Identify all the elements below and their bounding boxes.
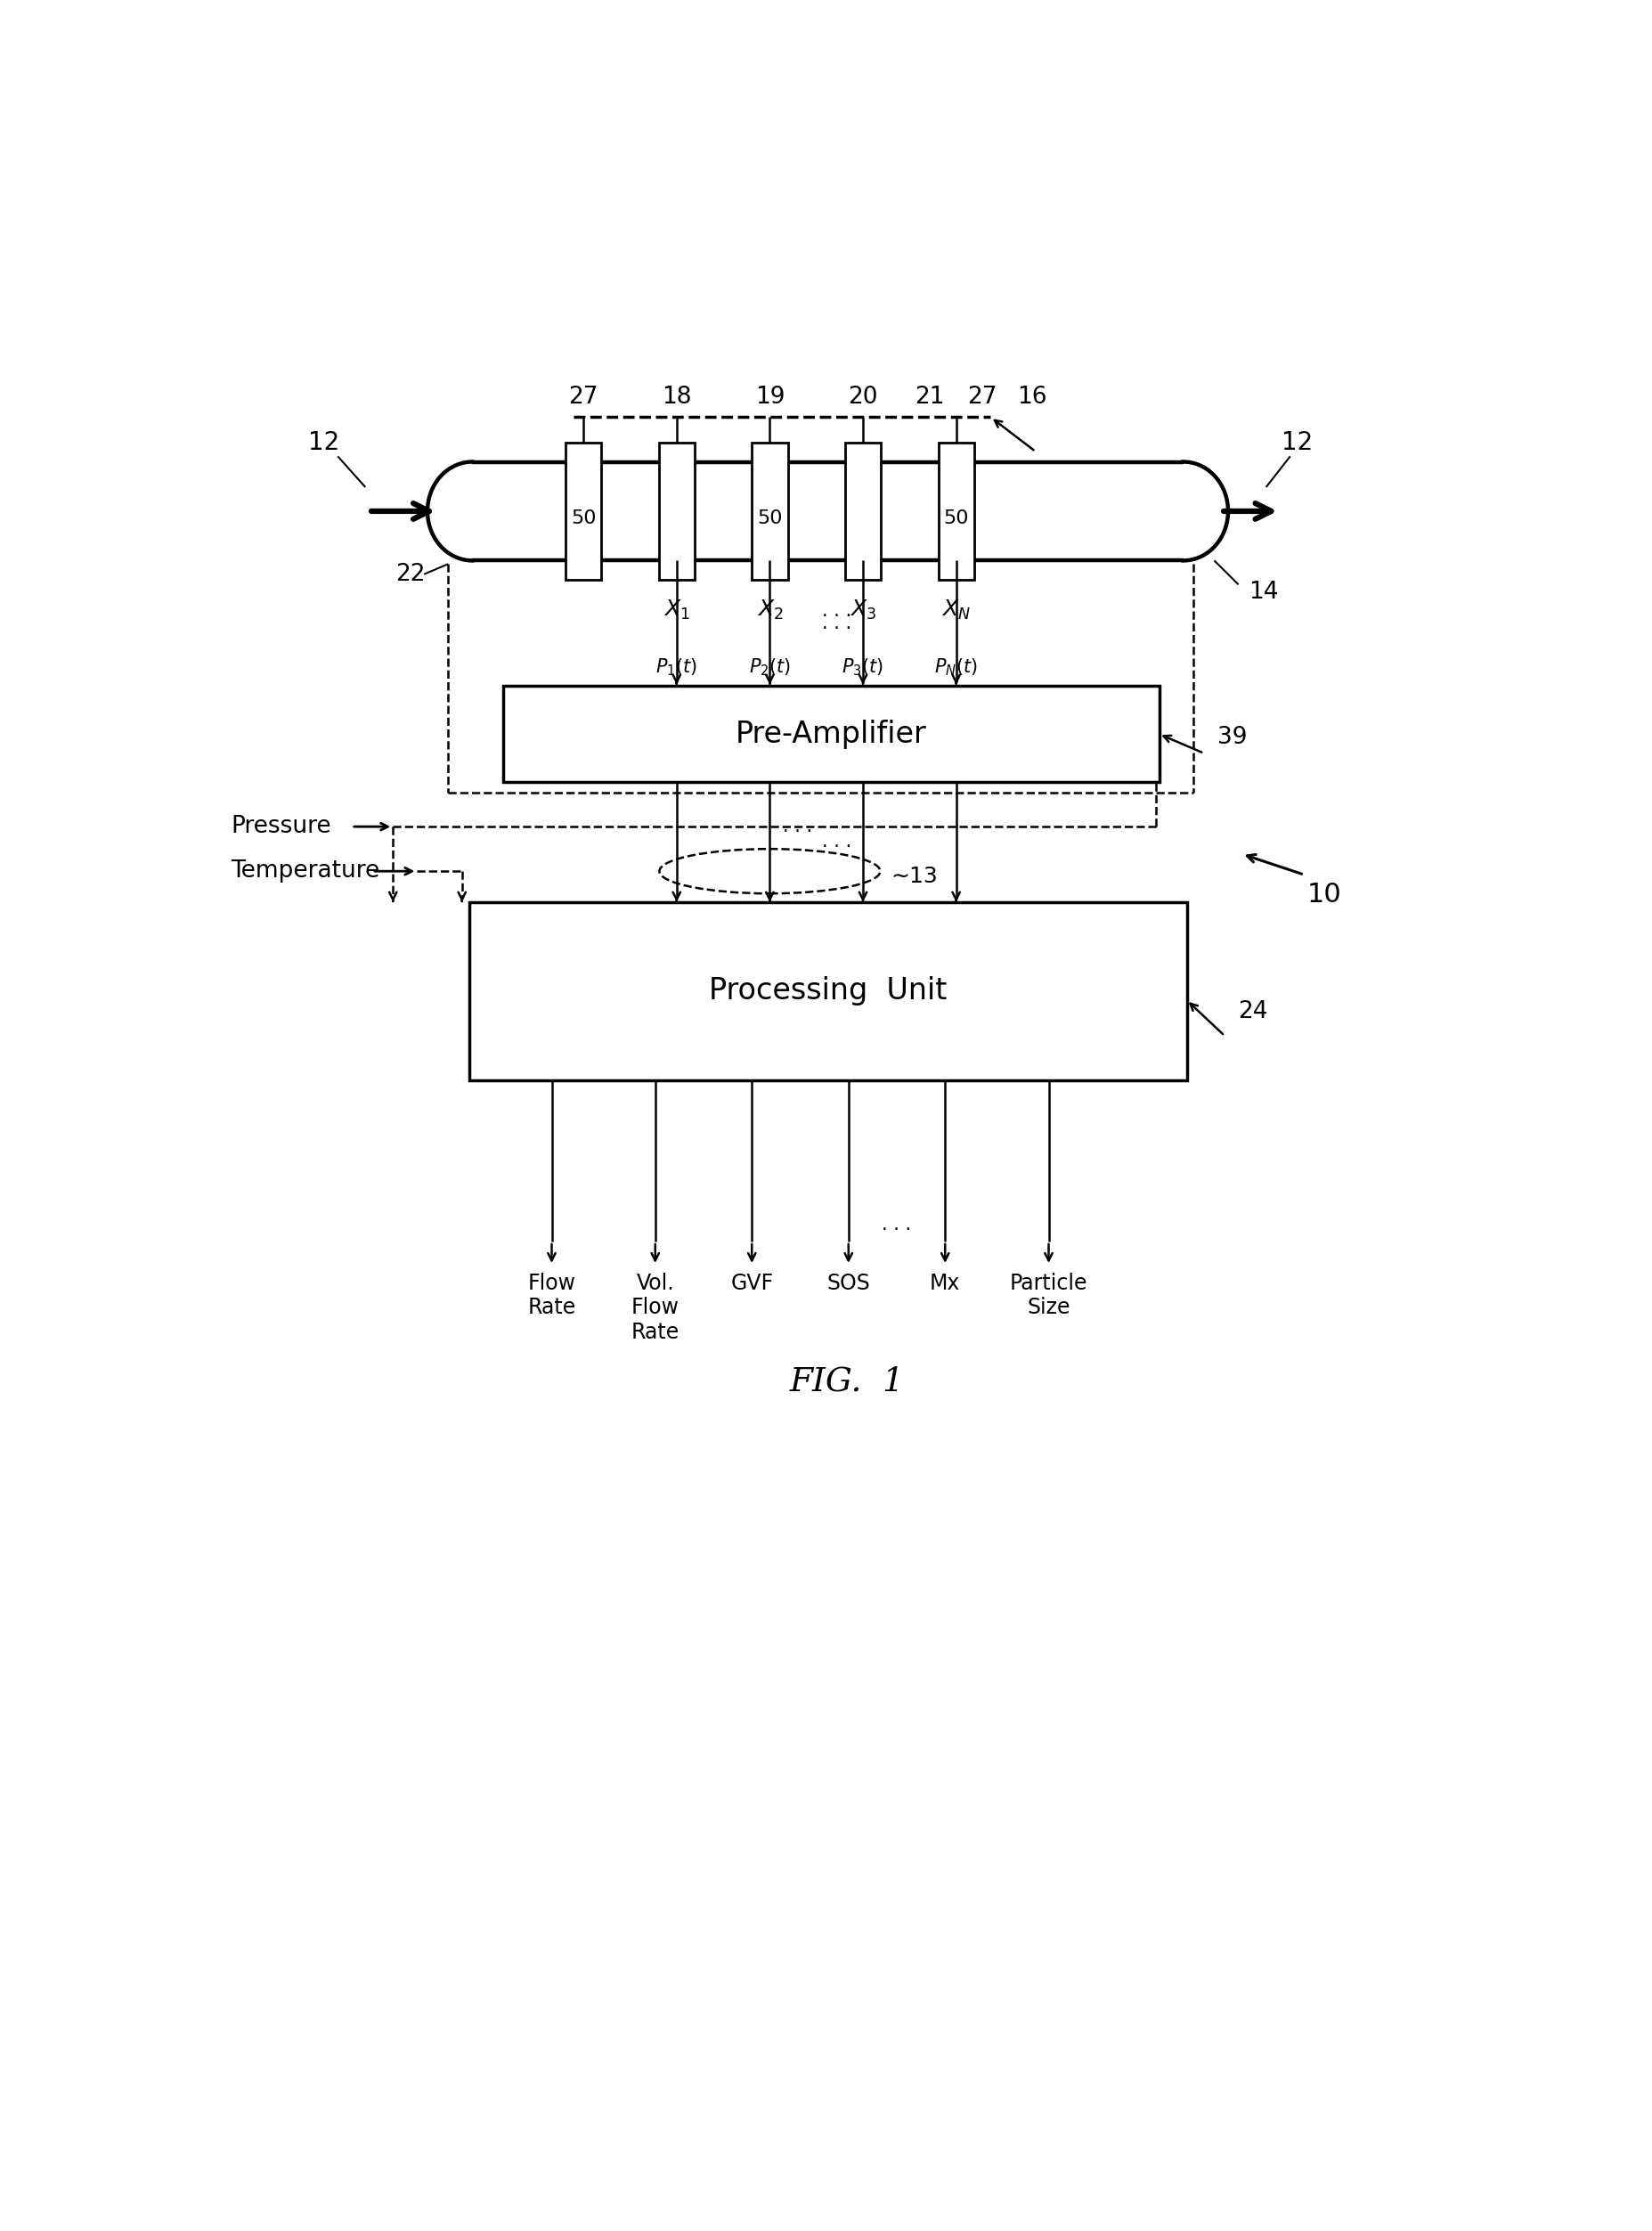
Text: SOS: SOS (826, 1272, 869, 1294)
Text: 14: 14 (1249, 580, 1279, 605)
Text: 50: 50 (943, 509, 968, 527)
Text: Particle
Size: Particle Size (1009, 1272, 1087, 1319)
Text: 18: 18 (661, 386, 691, 408)
Text: Pressure: Pressure (231, 814, 330, 839)
Text: Pre-Amplifier: Pre-Amplifier (735, 718, 927, 750)
Text: $X_1$: $X_1$ (662, 598, 689, 622)
Text: Flow
Rate: Flow Rate (527, 1272, 575, 1319)
Text: FIG.  1: FIG. 1 (790, 1365, 904, 1399)
Text: 50: 50 (757, 509, 781, 527)
Text: GVF: GVF (730, 1272, 773, 1294)
Text: 39: 39 (1218, 725, 1247, 750)
Text: 10: 10 (1307, 881, 1341, 908)
Bar (469, 901, 1186, 1080)
Bar (659, 442, 694, 580)
Text: 21: 21 (915, 386, 945, 408)
Text: . . .: . . . (882, 1216, 910, 1234)
Text: . . .: . . . (783, 819, 811, 837)
Text: 24: 24 (1237, 999, 1267, 1024)
Bar (938, 442, 973, 580)
Text: Mx: Mx (930, 1272, 960, 1294)
Text: $P_2(t)$: $P_2(t)$ (748, 656, 790, 678)
Text: 20: 20 (847, 386, 877, 408)
Text: ∼13: ∼13 (890, 866, 937, 888)
Bar (504, 687, 1158, 783)
Text: $P_N(t)$: $P_N(t)$ (933, 656, 978, 678)
Text: 22: 22 (395, 562, 425, 587)
Text: Temperature: Temperature (231, 859, 380, 883)
Text: . . .: . . . (823, 614, 851, 631)
Text: 27: 27 (966, 386, 996, 408)
Text: $X_N$: $X_N$ (942, 598, 970, 622)
Bar (752, 442, 788, 580)
Text: $X_3$: $X_3$ (849, 598, 876, 622)
Bar (565, 442, 601, 580)
Text: Vol.
Flow
Rate: Vol. Flow Rate (631, 1272, 679, 1343)
Text: 27: 27 (568, 386, 598, 408)
Bar (844, 442, 881, 580)
Text: 50: 50 (570, 509, 596, 527)
Text: . . .: . . . (823, 602, 851, 620)
Text: $X_2$: $X_2$ (757, 598, 783, 622)
Text: . . .: . . . (823, 832, 851, 850)
Text: Processing  Unit: Processing Unit (709, 977, 947, 1006)
Text: 16: 16 (1016, 386, 1046, 408)
Text: $P_3(t)$: $P_3(t)$ (841, 656, 884, 678)
Text: $P_1(t)$: $P_1(t)$ (656, 656, 697, 678)
Text: 12: 12 (1280, 431, 1312, 455)
Text: 12: 12 (307, 431, 339, 455)
Text: 19: 19 (755, 386, 785, 408)
